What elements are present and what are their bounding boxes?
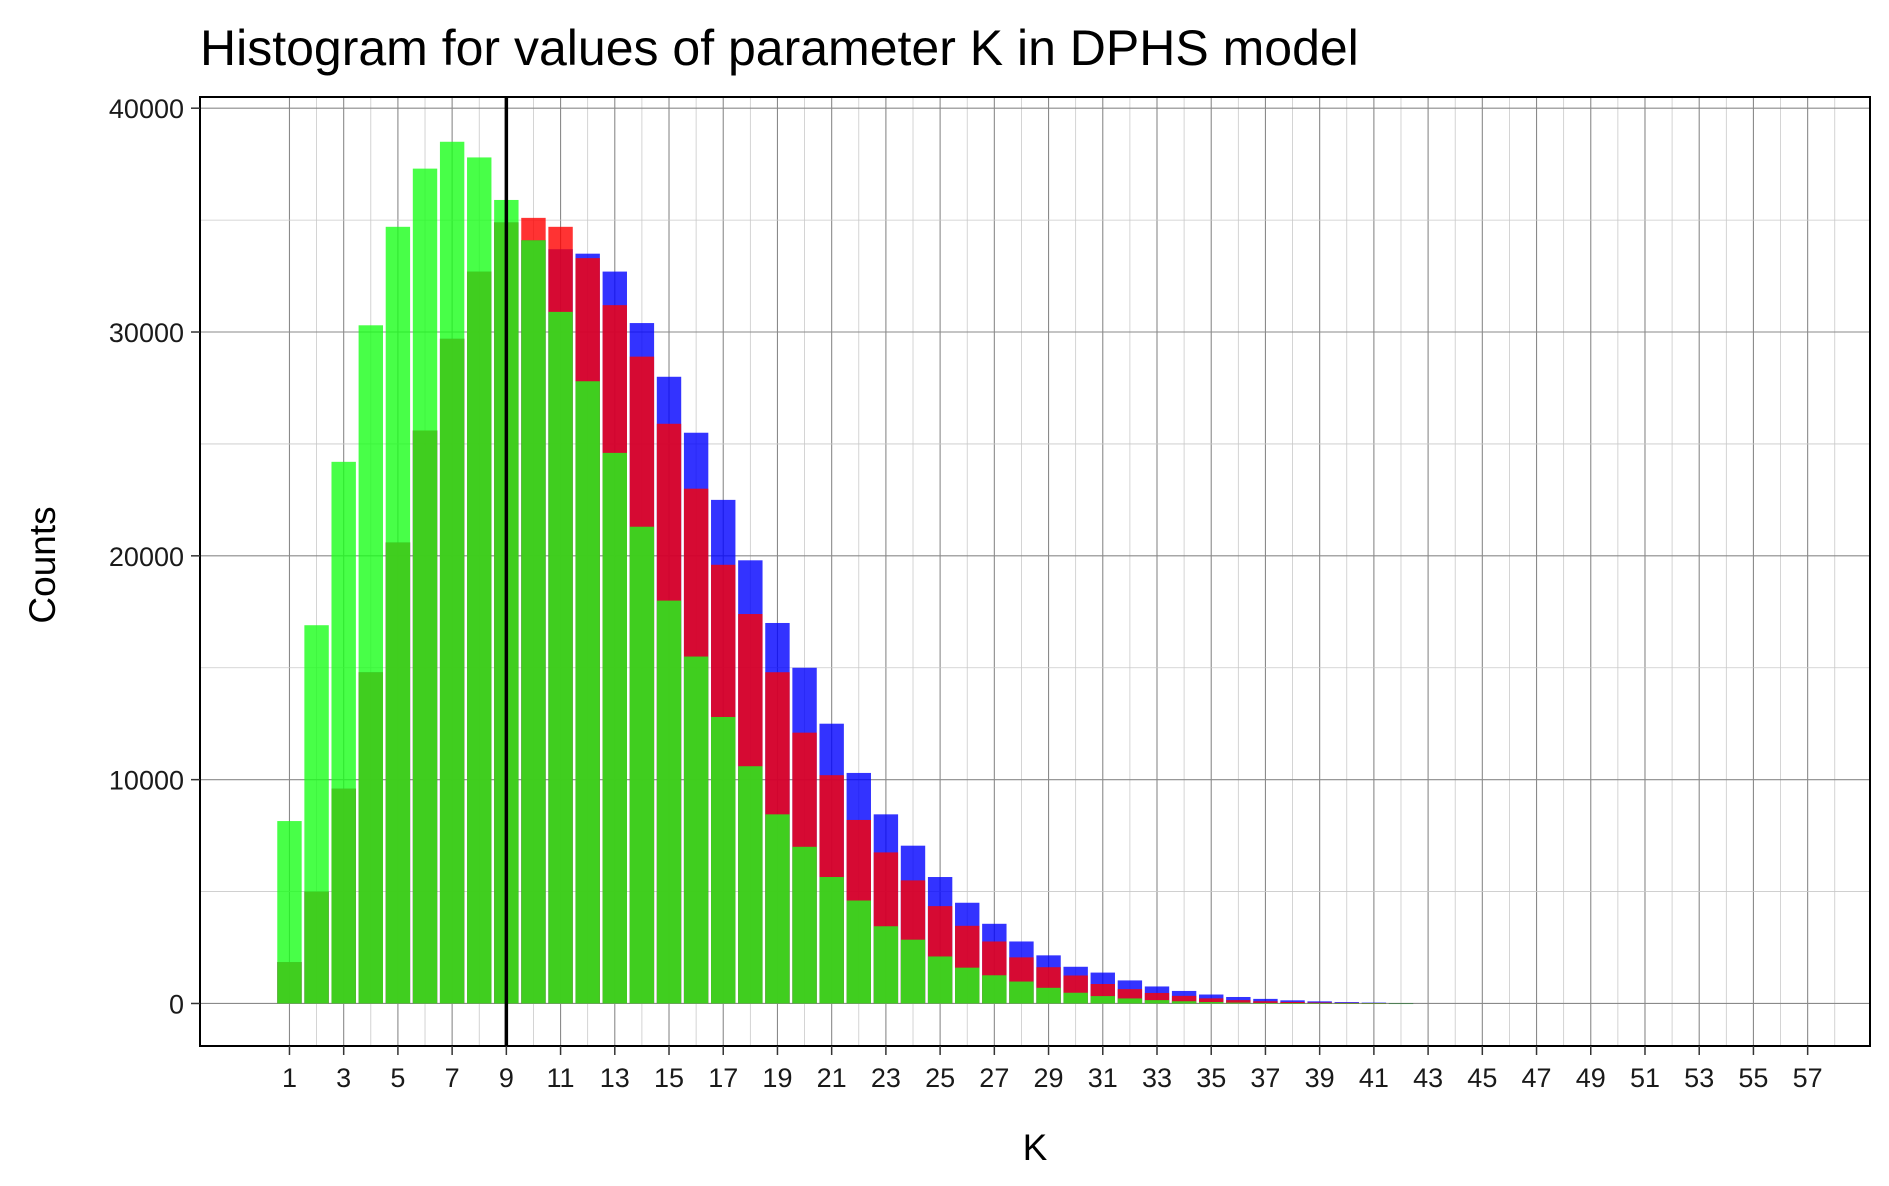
y-tick-label: 10000 bbox=[109, 766, 184, 796]
bar bbox=[1009, 981, 1034, 1004]
x-tick-label: 53 bbox=[1684, 1063, 1714, 1093]
x-tick-label: 1 bbox=[282, 1063, 297, 1093]
x-tick-label: 47 bbox=[1522, 1063, 1552, 1093]
x-tick-label: 57 bbox=[1793, 1063, 1823, 1093]
bar bbox=[1253, 1001, 1278, 1004]
bar bbox=[548, 311, 573, 1004]
bar bbox=[1280, 1000, 1305, 1004]
x-tick-label: 29 bbox=[1034, 1063, 1064, 1093]
x-tick-label: 13 bbox=[600, 1063, 630, 1093]
x-tick-label: 19 bbox=[762, 1063, 792, 1093]
x-tick-label: 43 bbox=[1413, 1063, 1443, 1093]
plot-border bbox=[199, 96, 1871, 1047]
bar bbox=[1226, 1002, 1251, 1004]
bar bbox=[792, 846, 817, 1004]
bar bbox=[656, 600, 682, 1004]
bar bbox=[982, 975, 1007, 1004]
x-tick-label: 3 bbox=[336, 1063, 351, 1093]
bar bbox=[1361, 1002, 1387, 1004]
x-tick-label: 23 bbox=[871, 1063, 901, 1093]
x-tick-label: 17 bbox=[708, 1063, 738, 1093]
x-tick-label: 9 bbox=[499, 1063, 514, 1093]
bar bbox=[1117, 998, 1143, 1004]
x-tick-label: 11 bbox=[547, 1063, 575, 1093]
y-tick-label: 30000 bbox=[109, 318, 184, 348]
bar bbox=[1253, 1002, 1278, 1004]
bar bbox=[900, 939, 926, 1004]
bar bbox=[873, 926, 899, 1004]
bar bbox=[439, 141, 465, 1004]
bar bbox=[1280, 1003, 1305, 1004]
bar bbox=[1144, 1000, 1170, 1004]
bar bbox=[629, 526, 655, 1004]
bar bbox=[1090, 996, 1115, 1004]
bar bbox=[683, 656, 709, 1004]
x-tick-label: 55 bbox=[1738, 1063, 1768, 1093]
x-axis-title: K bbox=[1023, 1127, 1048, 1168]
bar bbox=[1307, 1002, 1332, 1004]
ticks: 1 3 5 7 9 11 13 15 17 19 21 23 25 27 29 31 33 35 37 39 41 43 4… bbox=[109, 94, 1823, 1093]
bar bbox=[412, 168, 438, 1004]
x-tick-label: 51 bbox=[1630, 1063, 1660, 1093]
bar bbox=[1063, 992, 1088, 1004]
x-tick-label: 45 bbox=[1467, 1063, 1497, 1093]
bar bbox=[927, 956, 953, 1004]
x-tick-label: 7 bbox=[445, 1063, 460, 1093]
bar bbox=[467, 157, 492, 1004]
x-tick-label: 15 bbox=[654, 1063, 684, 1093]
x-tick-label: 37 bbox=[1250, 1063, 1280, 1093]
bar bbox=[765, 814, 790, 1004]
bar bbox=[1253, 998, 1278, 1004]
y-tick-label: 40000 bbox=[109, 94, 184, 124]
x-tick-label: 21 bbox=[817, 1063, 847, 1093]
y-axis-title: Counts bbox=[22, 506, 63, 623]
bar bbox=[1280, 1001, 1305, 1004]
bar bbox=[277, 821, 302, 1004]
y-tick-label: 0 bbox=[169, 989, 184, 1019]
bar bbox=[955, 967, 980, 1004]
bar bbox=[1199, 1002, 1224, 1004]
bar bbox=[1334, 1003, 1359, 1004]
bar bbox=[575, 381, 600, 1004]
x-tick-label: 35 bbox=[1196, 1063, 1226, 1093]
x-tick-label: 5 bbox=[390, 1063, 405, 1093]
bar bbox=[1199, 998, 1224, 1004]
bar bbox=[521, 240, 546, 1004]
x-tick-label: 39 bbox=[1305, 1063, 1335, 1093]
bar bbox=[1334, 1002, 1359, 1004]
bar bbox=[738, 766, 763, 1004]
bar bbox=[602, 452, 627, 1004]
x-tick-label: 41 bbox=[1359, 1063, 1389, 1093]
bar bbox=[1307, 1001, 1332, 1004]
x-tick-label: 49 bbox=[1576, 1063, 1606, 1093]
bar bbox=[1361, 1003, 1387, 1005]
bar bbox=[1334, 1002, 1359, 1004]
bar bbox=[331, 461, 356, 1004]
bar bbox=[1144, 992, 1170, 1004]
bar bbox=[1307, 1003, 1332, 1004]
bar bbox=[1171, 995, 1197, 1004]
bar bbox=[358, 325, 383, 1004]
bar bbox=[1036, 987, 1061, 1004]
y-tick-label: 20000 bbox=[109, 542, 184, 572]
bar bbox=[1226, 1000, 1251, 1004]
bars bbox=[277, 141, 1414, 1005]
x-tick-label: 33 bbox=[1142, 1063, 1172, 1093]
bar-series-2 bbox=[277, 141, 1414, 1005]
bar bbox=[711, 716, 736, 1004]
bar bbox=[304, 625, 329, 1004]
bar bbox=[1388, 1003, 1414, 1005]
x-tick-label: 31 bbox=[1088, 1063, 1118, 1093]
bar bbox=[385, 226, 411, 1004]
bar bbox=[819, 877, 844, 1004]
bar bbox=[1171, 1001, 1197, 1004]
x-tick-label: 27 bbox=[979, 1063, 1009, 1093]
chart-title: Histogram for values of parameter K in D… bbox=[200, 20, 1359, 76]
bar bbox=[846, 900, 871, 1004]
x-tick-label: 25 bbox=[925, 1063, 955, 1093]
bar bbox=[1361, 1003, 1387, 1004]
